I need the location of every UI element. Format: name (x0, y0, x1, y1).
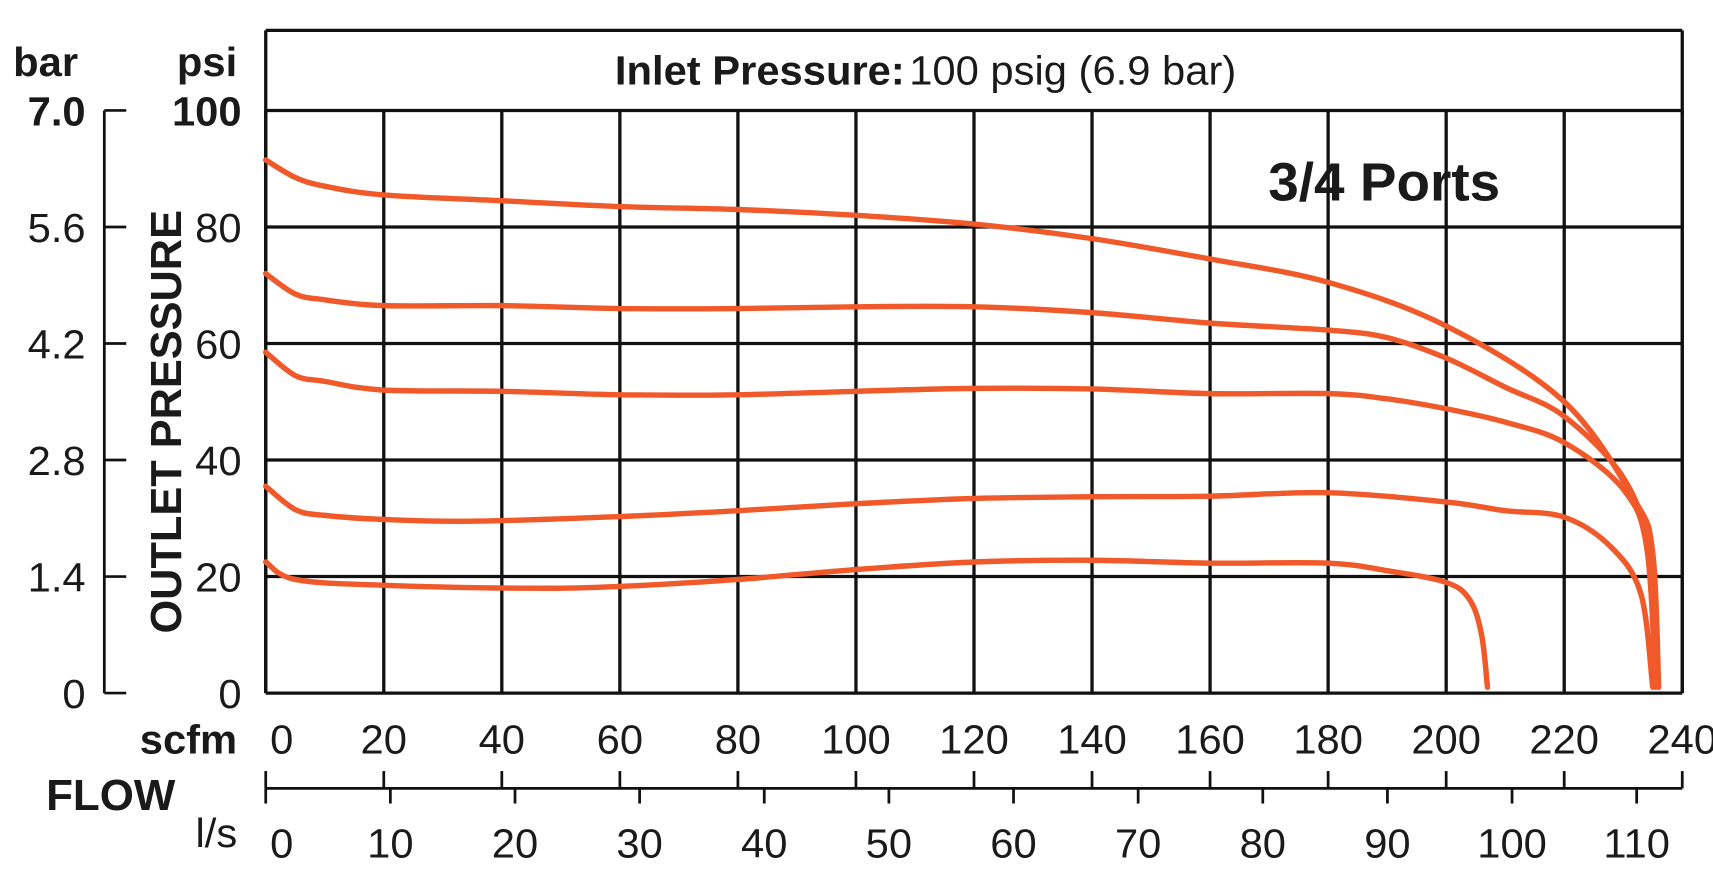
grid (102, 28, 1684, 804)
psi-tick-label: 20 (195, 554, 241, 601)
bar-tick-label: 7.0 (28, 88, 86, 135)
psi-unit-label: psi (177, 38, 237, 85)
psi-tick-label: 60 (195, 321, 241, 368)
psi-tick-label: 80 (195, 204, 241, 251)
scfm-tick-label: 240 (1647, 716, 1713, 763)
scfm-tick-label: 60 (597, 716, 643, 763)
scfm-tick-label: 0 (270, 716, 293, 763)
ls-tick-label: 70 (1115, 820, 1161, 867)
ls-tick-label: 10 (367, 820, 413, 867)
scfm-unit-label: scfm (140, 716, 237, 763)
psi-tick-label: 100 (172, 88, 242, 135)
bar-tick-label: 5.6 (28, 204, 86, 251)
scfm-tick-label: 160 (1175, 716, 1245, 763)
ls-tick-label: 0 (270, 820, 293, 867)
ls-tick-label: 80 (1240, 820, 1286, 867)
ls-tick-label: 50 (866, 820, 912, 867)
series-line-2 (262, 270, 1659, 690)
chart-title-rest: 100 psig (6.9 bar) (909, 47, 1236, 94)
curves (262, 157, 1662, 690)
psi-tick-label: 40 (195, 437, 241, 484)
y-axis-label: OUTLET PRESSURE (143, 210, 191, 633)
ls-tick-label: 100 (1477, 820, 1547, 867)
chart-title-bold: Inlet Pressure: (615, 47, 905, 94)
ls-tick-label: 60 (990, 820, 1036, 867)
series-line-1 (262, 157, 1662, 690)
bar-tick-label: 1.4 (28, 554, 86, 601)
ls-unit-label: l/s (195, 809, 237, 856)
psi-tick-label: 0 (218, 670, 241, 717)
bar-tick-label: 0 (62, 670, 85, 717)
scfm-tick-label: 120 (939, 716, 1009, 763)
scfm-tick-label: 220 (1529, 716, 1599, 763)
scfm-tick-label: 100 (821, 716, 891, 763)
series-line-5 (262, 557, 1491, 690)
scfm-tick-label: 180 (1293, 716, 1363, 763)
bar-tick-label: 2.8 (28, 437, 86, 484)
scfm-tick-label: 200 (1411, 716, 1481, 763)
bar-tick-label: 4.2 (28, 321, 86, 368)
scfm-tick-label: 40 (479, 716, 525, 763)
ls-tick-label: 20 (492, 820, 538, 867)
scfm-tick-label: 140 (1057, 716, 1127, 763)
ports-annotation: 3/4 Ports (1268, 152, 1500, 213)
ls-tick-label: 110 (1603, 820, 1670, 867)
scfm-tick-label: 80 (715, 716, 761, 763)
ls-tick-label: 30 (616, 820, 662, 867)
series-line-4 (262, 483, 1656, 690)
flow-label: FLOW (46, 772, 176, 820)
bar-unit-label: bar (13, 38, 78, 85)
scfm-tick-label: 20 (361, 716, 407, 763)
ls-tick-label: 90 (1364, 820, 1410, 867)
ls-tick-label: 40 (741, 820, 787, 867)
series-line-3 (262, 349, 1659, 690)
